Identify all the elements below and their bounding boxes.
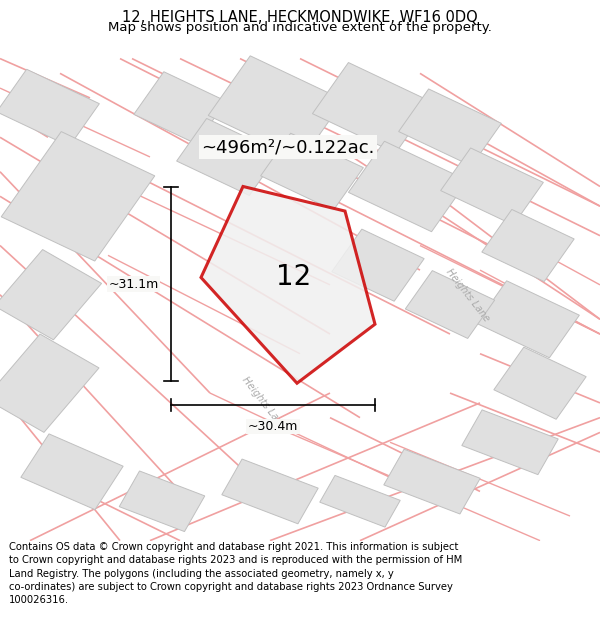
Text: ~30.4m: ~30.4m [248,420,298,433]
Text: 12: 12 [277,264,311,291]
Polygon shape [201,186,375,383]
Text: Heights Lane: Heights Lane [241,374,287,431]
Polygon shape [1,132,155,261]
Polygon shape [320,476,400,527]
Text: ~496m²/~0.122ac.: ~496m²/~0.122ac. [202,138,374,156]
Text: Contains OS data © Crown copyright and database right 2021. This information is : Contains OS data © Crown copyright and d… [9,542,462,605]
Polygon shape [440,148,544,225]
Polygon shape [384,449,480,514]
Polygon shape [476,281,580,357]
Text: Heights Lane: Heights Lane [445,266,491,323]
Polygon shape [482,209,574,281]
Polygon shape [313,62,431,153]
Polygon shape [21,434,123,509]
Polygon shape [349,141,467,232]
Polygon shape [398,89,502,166]
Polygon shape [332,229,424,301]
Text: 12, HEIGHTS LANE, HECKMONDWIKE, WF16 0DQ: 12, HEIGHTS LANE, HECKMONDWIKE, WF16 0DQ [122,10,478,25]
Text: Map shows position and indicative extent of the property.: Map shows position and indicative extent… [108,21,492,34]
Polygon shape [0,334,99,432]
Polygon shape [119,471,205,532]
Polygon shape [222,459,318,524]
Polygon shape [406,271,494,339]
Polygon shape [494,347,586,419]
Polygon shape [0,249,101,340]
Polygon shape [134,72,226,144]
Text: ~31.1m: ~31.1m [109,278,159,291]
Polygon shape [176,119,280,196]
Polygon shape [208,56,344,160]
Polygon shape [462,410,558,474]
Polygon shape [0,69,100,146]
Polygon shape [260,133,364,210]
